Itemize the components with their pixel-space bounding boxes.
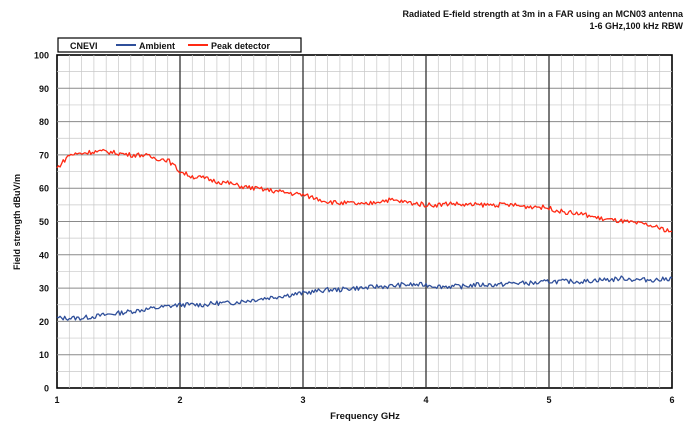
chart-title-line-2: 1-6 GHz,100 kHz RBW — [589, 21, 683, 31]
x-tick-label: 3 — [300, 395, 305, 405]
legend-box — [57, 37, 302, 53]
y-tick-labels: 0 10 20 30 40 50 60 70 80 90 100 — [34, 51, 49, 394]
legend-title: CNEVI — [70, 41, 98, 51]
series-line-peak-detector — [56, 148, 673, 233]
y-tick-label: 40 — [39, 250, 49, 260]
y-axis-label: Field strength dBuV/m — [12, 174, 22, 270]
x-tick-label: 6 — [669, 395, 674, 405]
series-line-ambient — [56, 275, 673, 321]
series-lines — [56, 148, 673, 321]
y-tick-label: 70 — [39, 150, 49, 160]
grid-major — [57, 55, 672, 388]
y-tick-label: 20 — [39, 317, 49, 327]
y-tick-label: 100 — [34, 51, 49, 61]
y-tick-label: 80 — [39, 117, 49, 127]
legend-label-ambient: Ambient — [139, 41, 175, 51]
y-tick-label: 90 — [39, 84, 49, 94]
x-tick-labels: 1 2 3 4 5 6 — [54, 395, 674, 405]
x-axis-label: Frequency GHz — [330, 411, 400, 422]
x-tick-label: 2 — [177, 395, 182, 405]
legend: CNEVI Ambient Peak detector — [57, 37, 302, 53]
y-tick-label: 60 — [39, 184, 49, 194]
x-tick-label: 4 — [423, 395, 428, 405]
y-tick-label: 30 — [39, 284, 49, 294]
x-tick-label: 5 — [546, 395, 551, 405]
y-tick-label: 0 — [44, 384, 49, 394]
chart-title-line-1: Radiated E-field strength at 3m in a FAR… — [402, 9, 683, 19]
y-tick-label: 50 — [39, 217, 49, 227]
x-tick-label: 1 — [54, 395, 59, 405]
legend-label-peak-detector: Peak detector — [211, 41, 271, 51]
y-tick-label: 10 — [39, 350, 49, 360]
